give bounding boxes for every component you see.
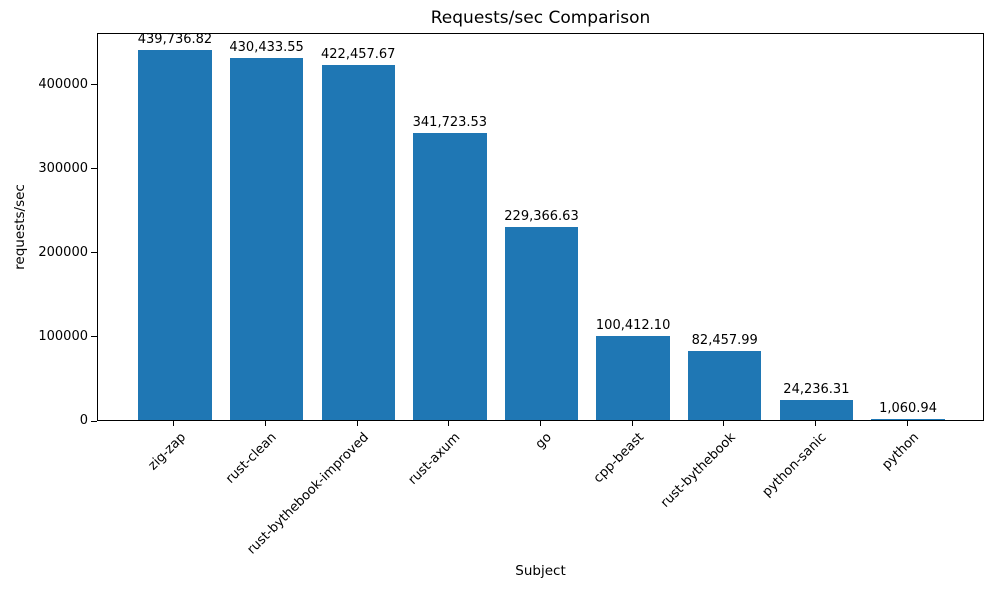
x-tick-mark bbox=[631, 421, 633, 426]
x-tick-label: rust-clean bbox=[223, 430, 281, 487]
plot-area: 439,736.82 430,433.55 422,457.67 341,723.53… bbox=[97, 32, 984, 421]
y-tick-mark bbox=[91, 420, 97, 422]
y-tick-mark bbox=[91, 84, 97, 86]
bar-value-label: 341,723.53 bbox=[412, 114, 488, 130]
bar-value-label: 422,457.67 bbox=[321, 47, 396, 62]
x-tick-label: python-sanic bbox=[760, 430, 830, 500]
x-tick-mark bbox=[356, 421, 358, 426]
bar-value-label: 100,412.10 bbox=[595, 317, 671, 333]
x-tick-mark bbox=[540, 421, 541, 426]
x-tick-mark bbox=[265, 421, 267, 426]
x-tick-label: go bbox=[533, 430, 556, 453]
bar-rust-bythebook-improved bbox=[321, 65, 395, 420]
chart-title: Requests/sec Comparison bbox=[430, 8, 651, 28]
y-tick-label: 200000 bbox=[38, 244, 88, 260]
x-axis-label: Subject bbox=[515, 563, 566, 579]
bar-value-label: 439,736.82 bbox=[137, 32, 213, 48]
bar-value-label: 229,366.63 bbox=[504, 209, 579, 225]
bar-zig-zap bbox=[138, 50, 212, 420]
y-tick-label: 0 bbox=[79, 413, 88, 428]
x-tick-mark bbox=[723, 421, 725, 426]
bar-value-label: 24,236.31 bbox=[783, 381, 850, 397]
x-tick-label: rust-bythebook bbox=[657, 430, 739, 511]
x-tick-label: rust-axum bbox=[405, 430, 464, 488]
bar-value-label: 430,433.55 bbox=[229, 40, 304, 56]
y-tick-label: 300000 bbox=[38, 160, 88, 176]
bar-go bbox=[504, 227, 579, 420]
bar-value-label: 82,457.99 bbox=[691, 332, 758, 348]
bar-value-label: 1,060.94 bbox=[879, 401, 937, 416]
bar-python-sanic bbox=[779, 399, 854, 420]
y-tick-mark bbox=[91, 336, 97, 338]
bar-python bbox=[871, 419, 945, 420]
y-tick-label: 400000 bbox=[38, 76, 88, 92]
x-tick-label: zig-zap bbox=[145, 430, 189, 474]
x-tick-label: cpp-beast bbox=[590, 430, 647, 487]
y-tick-label: 100000 bbox=[38, 328, 88, 344]
x-tick-mark bbox=[814, 421, 816, 426]
y-tick-mark bbox=[91, 252, 97, 254]
x-tick-label: python bbox=[878, 430, 922, 473]
bar-rust-clean bbox=[229, 58, 304, 420]
bar-cpp-beast bbox=[596, 335, 670, 420]
x-tick-mark bbox=[448, 421, 450, 426]
x-tick-mark bbox=[906, 421, 908, 426]
x-tick-mark bbox=[173, 421, 175, 426]
bar-rust-bythebook bbox=[688, 350, 762, 420]
y-tick-mark bbox=[91, 168, 97, 170]
bar-rust-axum bbox=[413, 132, 487, 420]
